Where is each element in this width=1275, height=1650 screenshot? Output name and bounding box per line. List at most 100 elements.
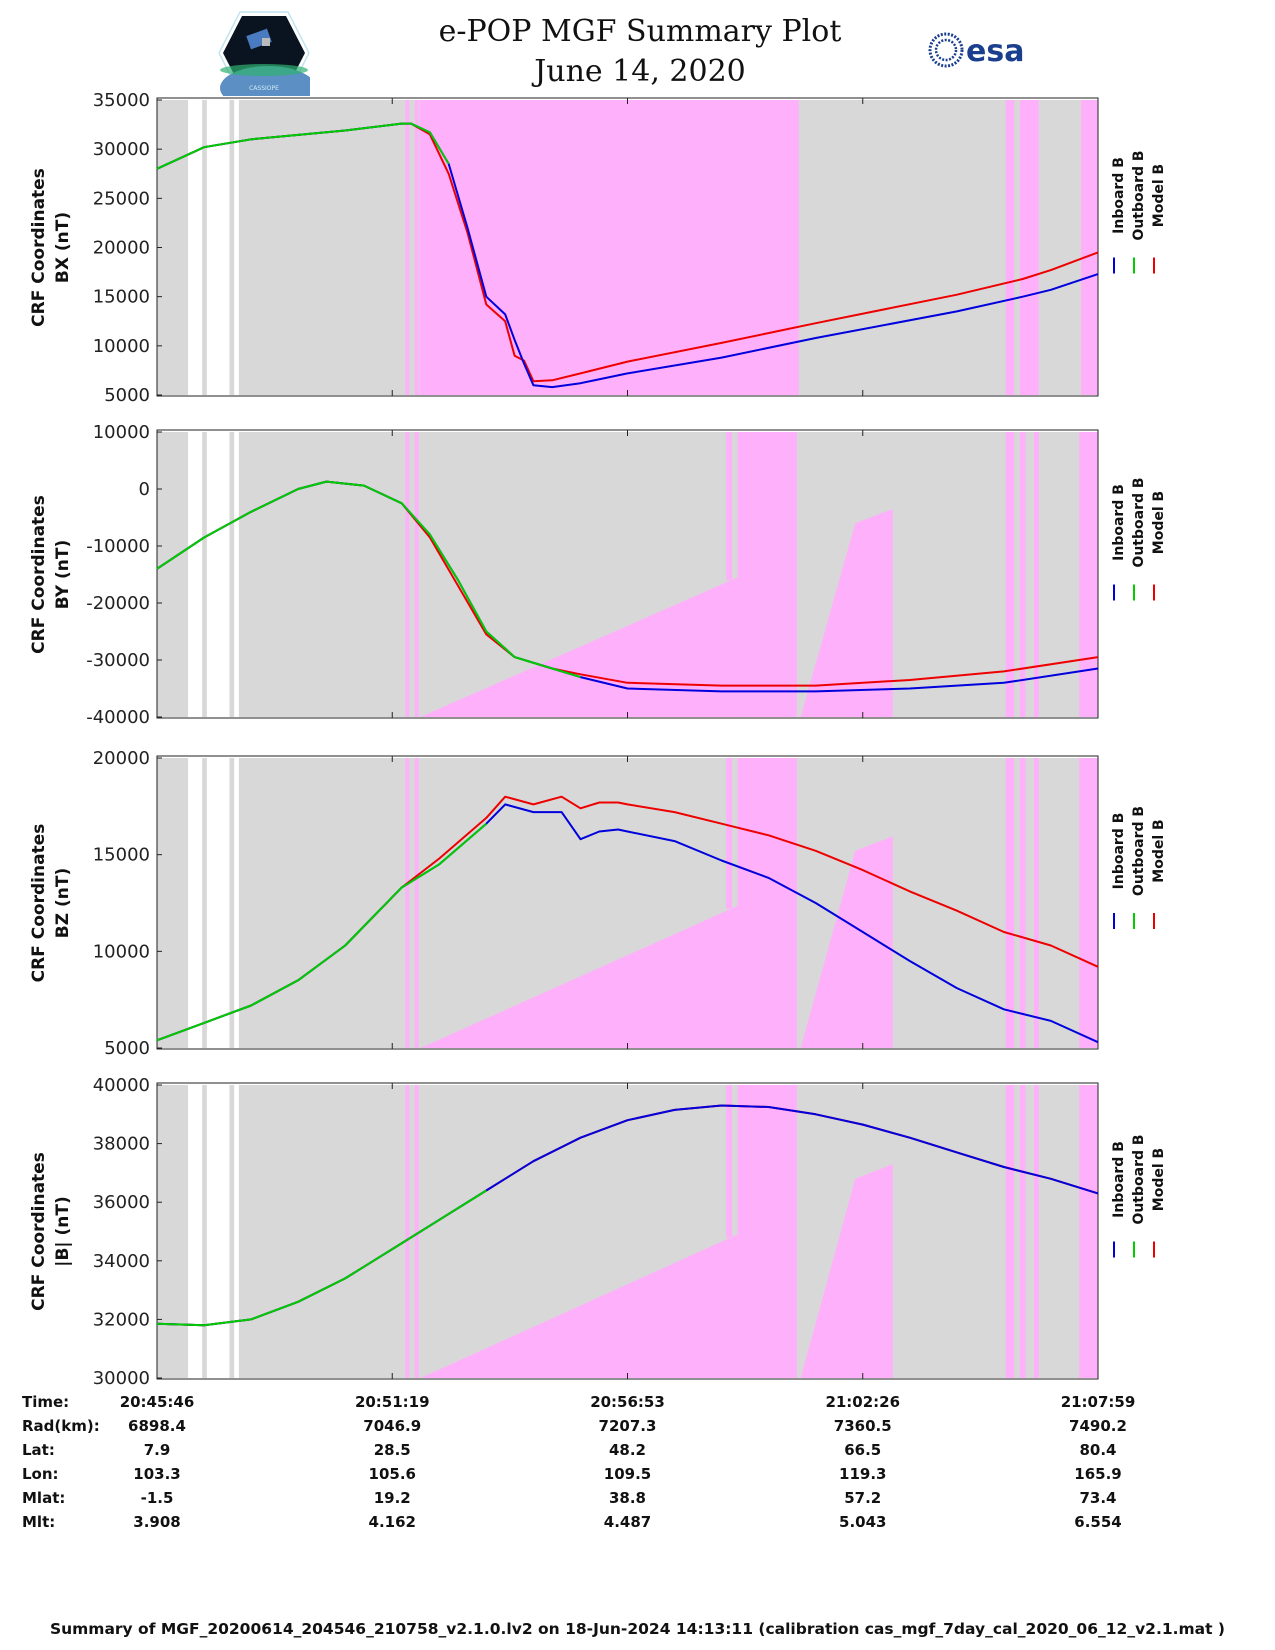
flag-region [800,1164,893,1378]
y-tick-label: 25000 [93,188,150,209]
table-row: Lat: 7.9 28.5 48.2 66.5 80.4 [0,1441,1275,1465]
flag-region [1005,758,1015,1048]
flag-region [405,432,410,717]
table-cell: 20:51:19 [354,1393,430,1411]
row-label: Lat: [22,1441,55,1459]
y-axis-label: CRF Coordinates [29,168,49,327]
y-axis-label: CRF Coordinates [29,1152,49,1311]
data-gap [188,1085,203,1378]
flag-region [791,758,797,1048]
legend-label: Outboard B [1131,806,1147,896]
legend-label: Model B [1151,491,1167,554]
legend-label: Outboard B [1131,1134,1147,1224]
y-tick-label: -40000 [86,707,150,728]
table-cell: 103.3 [133,1465,181,1483]
row-label: Lon: [22,1465,59,1483]
flag-region [419,100,799,395]
table-cell: 21:07:59 [1060,1393,1136,1411]
table-row: Rad(km): 6898.4 7046.9 7207.3 7360.5 7490.2 [0,1417,1275,1441]
flag-region [737,758,792,1048]
y-axis-label: CRF Coordinates [29,495,49,654]
flag-region [405,758,410,1048]
flag-region [405,1085,410,1378]
table-cell: 5.043 [839,1513,887,1531]
flag-region [420,1234,738,1378]
y-tick-label: 15000 [93,845,150,866]
table-cell: 3.908 [133,1513,181,1531]
panel-bz: 20000 15000 10000 5000 CRF Coordinates BZ (nT… [29,748,1167,1059]
row-label: Time: [22,1393,70,1411]
data-gap [188,758,203,1048]
table-cell: 38.8 [608,1489,646,1507]
legend-label: Inboard B [1111,813,1127,890]
y-tick-label: 20000 [93,238,150,259]
flag-region [1034,758,1039,1048]
data-gap [206,1085,230,1378]
table-cell: 20:45:46 [119,1393,195,1411]
table-row: Lon: 103.3 105.6 109.5 119.3 165.9 [0,1465,1275,1489]
flag-region [1005,100,1015,395]
y-axis-label: CRF Coordinates [29,824,49,983]
panel-bx: 35000 30000 25000 20000 15000 10000 5000 CRF Co… [29,90,1167,406]
y-tick-label: 10000 [93,336,150,357]
table-cell: 73.4 [1079,1489,1117,1507]
table-cell: 7207.3 [598,1417,657,1435]
y-tick-label: 0 [139,479,150,500]
y-tick-label: 10000 [93,422,150,443]
flag-region [1079,1085,1098,1378]
y-axis-label: |B| (nT) [53,1196,73,1267]
flag-region [1034,1085,1039,1378]
data-gap [234,758,239,1048]
flag-region [726,1085,732,1238]
y-tick-label: 5000 [104,1038,150,1059]
y-tick-label: 5000 [104,385,150,406]
legend-label: Model B [1151,819,1167,882]
flag-region [726,758,732,909]
legend-label: Inboard B [1111,484,1127,561]
svg-text:CASSIOPE: CASSIOPE [249,85,279,92]
flag-region [1081,100,1098,395]
flag-region [1019,100,1039,395]
table-cell: -1.5 [140,1489,174,1507]
table-cell: 20:56:53 [590,1393,665,1411]
data-gap [206,432,230,717]
y-axis-label: BZ (nT) [53,868,73,938]
flag-region [726,432,732,581]
table-row: Time: 20:45:46 20:51:19 20:56:53 21:02:26 21:… [0,1393,1275,1417]
cassiope-logo-icon: CASSIOPE [218,11,310,96]
flag-region [1005,432,1015,717]
flag-region [1019,432,1026,717]
y-axis-label: BY (nT) [53,540,73,610]
flag-region [791,432,797,717]
row-label: Rad(km): [22,1417,100,1435]
legend-label: Outboard B [1131,477,1147,567]
y-tick-label: 20000 [93,748,150,769]
table-row: Mlat: -1.5 19.2 38.8 57.2 73.4 [0,1489,1275,1513]
row-label: Mlt: [22,1513,56,1531]
legend-label: Inboard B [1111,157,1127,234]
flag-region [1019,758,1026,1048]
flag-region [1005,1085,1015,1378]
data-gap [188,432,203,717]
flag-region [414,758,419,1048]
flag-region [414,432,419,717]
title-line-1: e-POP MGF Summary Plot [438,14,842,49]
flag-region [414,100,419,395]
y-tick-label: -30000 [86,650,150,671]
flag-region [800,836,893,1048]
data-gap [234,1085,239,1378]
table-cell: 7360.5 [833,1417,892,1435]
title-line-2: June 14, 2020 [534,54,746,89]
flag-region [405,100,410,395]
table-cell: 7490.2 [1069,1417,1127,1435]
table-cell: 165.9 [1074,1465,1122,1483]
row-label: Mlat: [22,1489,66,1507]
y-tick-label: -10000 [86,536,150,557]
data-gap [234,100,239,395]
data-gap [188,100,203,395]
flag-region [1019,1085,1026,1378]
legend-label: Outboard B [1131,150,1147,240]
legend-label: Inboard B [1111,1141,1127,1218]
table-cell: 4.487 [603,1513,652,1531]
plot-title: e-POP MGF Summary Plot June 14, 2020 [380,12,900,92]
